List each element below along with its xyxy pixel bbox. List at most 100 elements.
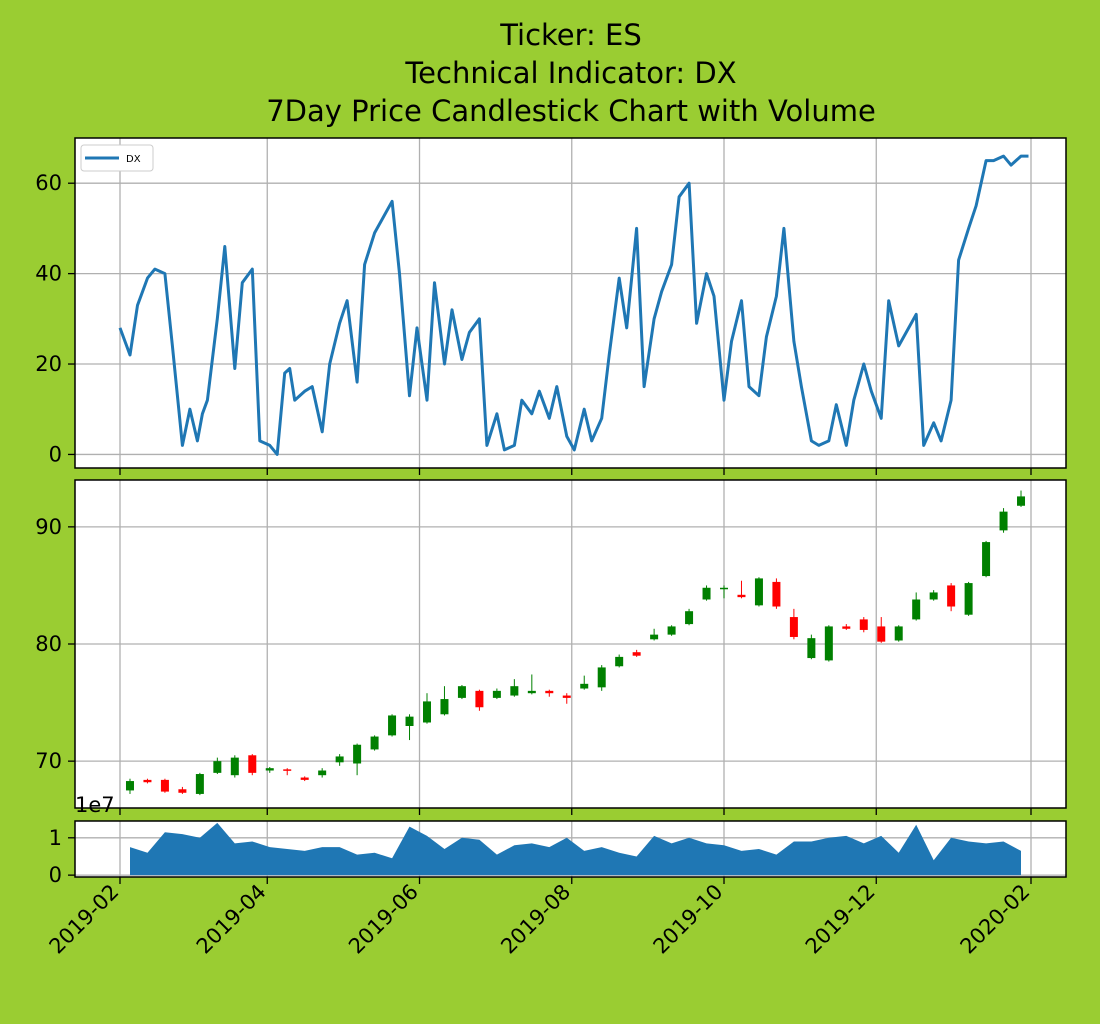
candle-body: [999, 511, 1008, 531]
candle-body: [929, 592, 938, 600]
candle: [615, 654, 624, 668]
candle-body: [1017, 496, 1026, 506]
candle: [283, 768, 292, 776]
candle-body: [143, 779, 152, 783]
volume-panel-frame: [74, 820, 1067, 878]
candle-body: [772, 581, 781, 607]
candle-body: [422, 701, 431, 723]
candle: [702, 585, 711, 601]
candle: [650, 628, 659, 641]
candle: [318, 768, 327, 778]
price-ytick-label: 80: [35, 632, 62, 656]
candle-body: [353, 744, 362, 764]
candle: [632, 649, 641, 657]
price-ytick-label: 70: [35, 749, 62, 773]
candle-body: [807, 638, 816, 659]
candle: [562, 693, 571, 704]
candle-body: [702, 587, 711, 600]
candle-body: [475, 690, 484, 708]
candle-body: [650, 634, 659, 640]
ind-ytick-label: 40: [35, 262, 62, 286]
candle: [545, 689, 554, 697]
candle: [789, 608, 798, 640]
candle-body: [300, 777, 309, 780]
candle-body: [894, 626, 903, 641]
candle-body: [527, 690, 536, 694]
candle: [370, 735, 379, 751]
candle: [737, 580, 746, 599]
candle-body: [510, 686, 519, 696]
volume-area: [130, 822, 1021, 876]
candle-body: [912, 599, 921, 620]
candle: [160, 778, 169, 793]
candle-body: [789, 617, 798, 637]
candle: [492, 688, 501, 700]
indicator-panel: 0 20 40 60 DX: [35, 137, 1067, 475]
candle: [195, 772, 204, 796]
candle-body: [685, 611, 694, 625]
ind-ytick-label: 60: [35, 171, 62, 195]
candle: [178, 786, 187, 794]
candle: [720, 585, 729, 599]
price-panel: 70 80 90: [35, 479, 1067, 815]
candle-body: [335, 756, 344, 763]
candlesticks: [125, 490, 1026, 796]
candle-body: [405, 716, 414, 726]
ind-ytick-label: 0: [49, 442, 62, 466]
price-panel-frame: [74, 479, 1067, 809]
candle: [265, 767, 274, 773]
candle-body: [737, 594, 746, 598]
candle-body: [580, 683, 589, 689]
candle: [580, 675, 589, 690]
candle: [947, 583, 956, 612]
candle: [422, 693, 431, 724]
indicator-legend: DX: [80, 144, 154, 172]
indicator-panel-background: [75, 138, 1066, 468]
chart-title: Ticker: ES Technical Indicator: DX 7Day …: [266, 18, 876, 128]
candle-body: [457, 686, 466, 698]
candle: [527, 674, 536, 695]
candle-body: [248, 755, 257, 773]
candle: [440, 686, 449, 716]
candle: [475, 689, 484, 711]
title-line-3: 7Day Price Candlestick Chart with Volume: [266, 94, 876, 128]
candle: [685, 608, 694, 626]
candle: [213, 757, 222, 775]
ind-ytick-label: 20: [35, 352, 62, 376]
candle: [877, 617, 886, 643]
candle: [999, 508, 1008, 533]
candle-body: [388, 715, 397, 736]
candle-body: [754, 578, 763, 606]
candle: [353, 743, 362, 776]
candle-body: [947, 585, 956, 607]
price-ytick-label: 90: [35, 515, 62, 539]
candle: [894, 625, 903, 642]
candle: [929, 590, 938, 601]
candle-body: [824, 626, 833, 661]
candle: [982, 540, 991, 578]
candle-body: [195, 774, 204, 794]
candle-body: [370, 736, 379, 750]
candle: [457, 685, 466, 700]
candle-body: [160, 779, 169, 792]
candle: [964, 581, 973, 616]
candle-body: [632, 652, 641, 656]
candle-body: [859, 619, 868, 630]
candle: [388, 714, 397, 737]
legend-label-dx: DX: [126, 154, 141, 165]
candle: [405, 714, 414, 741]
vol-ytick-label: 0: [49, 863, 62, 887]
candle-body: [545, 690, 554, 694]
candle: [335, 754, 344, 766]
candle-body: [283, 769, 292, 771]
vol-ytick-label: 1: [49, 826, 62, 850]
candle-body: [230, 757, 239, 776]
candle: [1017, 490, 1026, 507]
candle-body: [213, 761, 222, 773]
candle: [230, 755, 239, 778]
candle: [143, 778, 152, 784]
candle: [125, 778, 134, 794]
candle-body: [318, 770, 327, 776]
